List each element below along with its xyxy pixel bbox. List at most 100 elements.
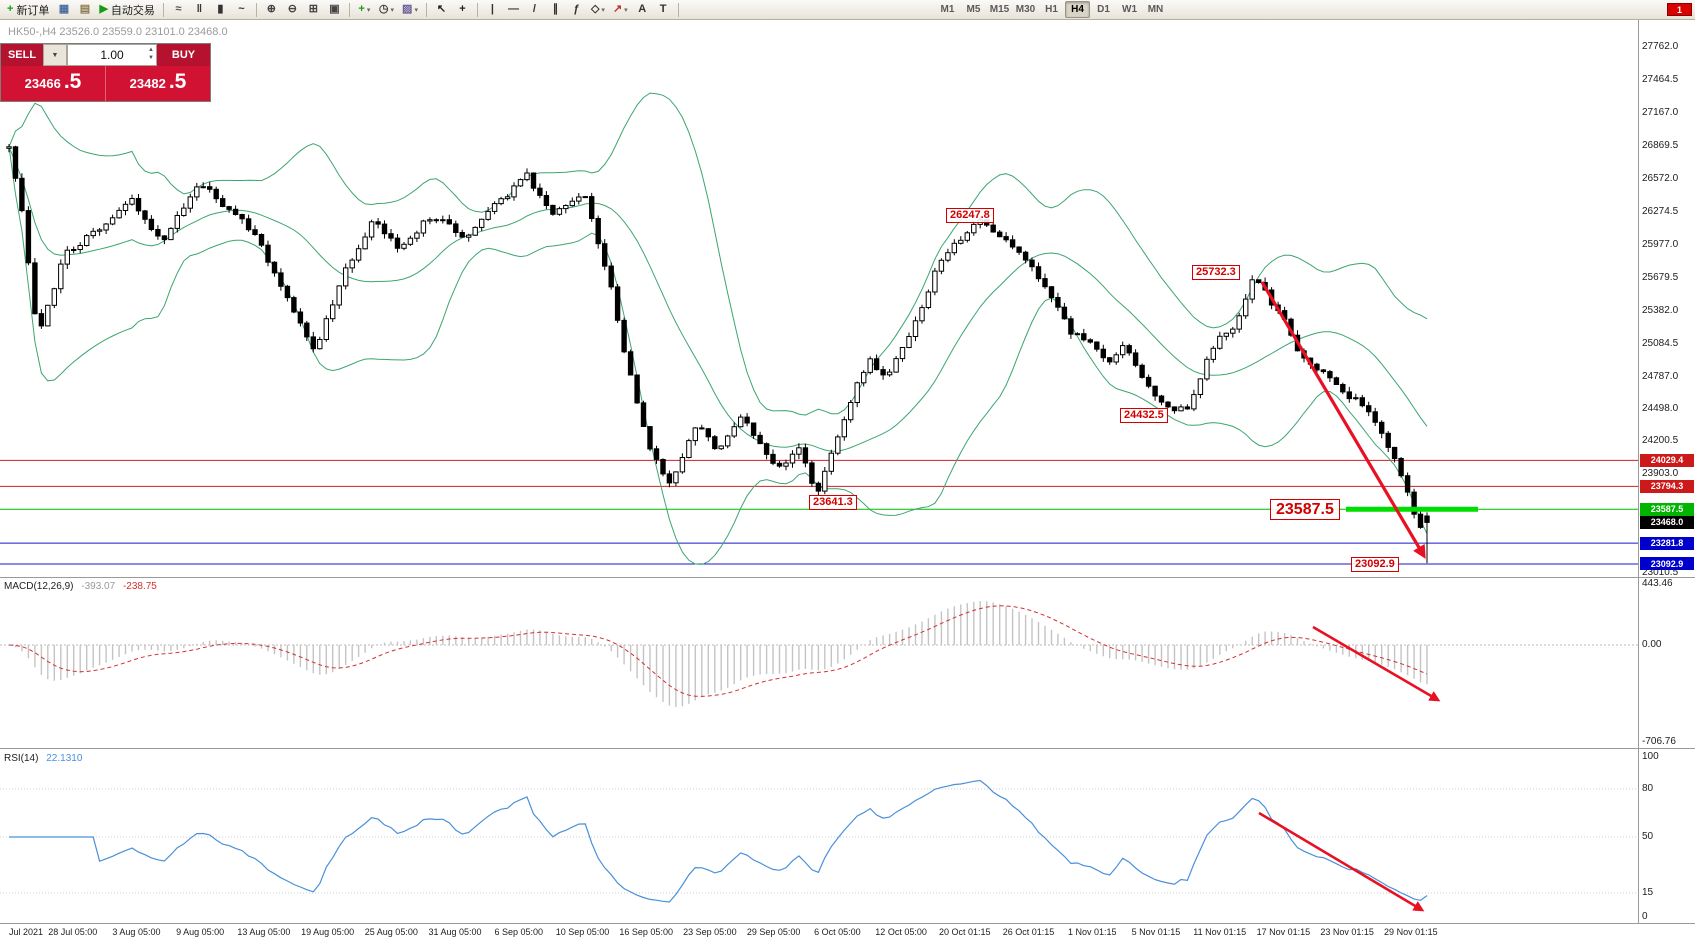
chevron-down-icon: ▾ bbox=[366, 6, 371, 14]
crosshair-icon: + bbox=[459, 3, 466, 15]
price-axis-label: 25977.0 bbox=[1642, 238, 1679, 250]
toolbar-separator bbox=[476, 2, 478, 17]
zoom-in-button[interactable]: ⊕ bbox=[261, 1, 282, 19]
autotrading-button[interactable]: ▶ 自动交易 bbox=[95, 1, 158, 19]
text-icon: A bbox=[638, 3, 647, 15]
new-chart-button[interactable]: + ▾ bbox=[354, 1, 375, 19]
time-axis-label: Jul 2021 bbox=[9, 927, 44, 937]
timeframe-h1-button[interactable]: H1 bbox=[1045, 4, 1058, 15]
new-order-button[interactable]: + 新订单 bbox=[3, 1, 53, 19]
arrows-tool-button[interactable]: ↗ ▾ bbox=[609, 1, 632, 19]
macd-main-value: -393.07 bbox=[81, 581, 116, 592]
price-callout-label: 24432.5 bbox=[1120, 408, 1168, 423]
price-marker-label: 23468.0 bbox=[1640, 515, 1694, 529]
price-callout-label: 23587.5 bbox=[1270, 499, 1340, 520]
channel-button[interactable]: ∥ bbox=[545, 1, 566, 19]
vertical-line-button[interactable]: | bbox=[482, 1, 503, 19]
volume-stepper[interactable]: ▲ ▼ bbox=[148, 46, 154, 63]
time-axis-label: 10 Sep 05:00 bbox=[555, 927, 610, 937]
profiles-icon: ▤ bbox=[79, 3, 91, 15]
alert-badge[interactable]: 1 bbox=[1667, 3, 1692, 16]
chevron-down-icon: ▾ bbox=[601, 6, 605, 14]
rsi-indicator-label: RSI(14) 22.1310 bbox=[4, 753, 82, 764]
price-axis-label: 23010.5 bbox=[1642, 567, 1679, 579]
period-button[interactable]: ◷ ▾ bbox=[375, 1, 398, 19]
price-callout-label: 23092.9 bbox=[1351, 557, 1399, 572]
horizontal-line-button[interactable]: — bbox=[503, 1, 524, 19]
autotrading-label: 自动交易 bbox=[110, 4, 155, 17]
timeframe-h4-button[interactable]: H4 bbox=[1065, 1, 1090, 18]
sell-price[interactable]: 23466 .5 bbox=[1, 66, 105, 101]
macd-axis-label: 443.46 bbox=[1642, 578, 1673, 590]
time-axis-label: 1 Nov 01:15 bbox=[1067, 927, 1117, 937]
sell-price-frac: .5 bbox=[63, 70, 82, 93]
timeframe-m30-button[interactable]: M30 bbox=[1015, 4, 1036, 15]
text-label-icon: T bbox=[659, 3, 667, 15]
crosshair-button[interactable]: + bbox=[452, 1, 473, 19]
price-axis-label: 25679.5 bbox=[1642, 271, 1679, 283]
template-icon: ▨ bbox=[402, 3, 413, 15]
time-axis-label: 26 Oct 01:15 bbox=[1002, 927, 1055, 937]
time-axis-label: 6 Sep 05:00 bbox=[494, 927, 544, 937]
arrange-windows-button[interactable]: ▣ bbox=[324, 1, 345, 19]
timeframe-m5-button[interactable]: M5 bbox=[966, 4, 981, 15]
chevron-down-icon: ▾ bbox=[624, 6, 628, 14]
template-button[interactable]: ▨ ▾ bbox=[398, 1, 422, 19]
add-chart-icon: + bbox=[358, 3, 365, 15]
line-chart-button[interactable]: ~ bbox=[231, 1, 252, 19]
rsi-value: 22.1310 bbox=[46, 753, 83, 764]
time-axis-label: 25 Aug 05:00 bbox=[364, 927, 418, 937]
profiles-button[interactable]: ▤ bbox=[74, 1, 95, 19]
timeframe-w1-button[interactable]: W1 bbox=[1122, 4, 1137, 15]
price-callout-label: 23641.3 bbox=[809, 495, 857, 510]
timeframe-d1-button[interactable]: D1 bbox=[1097, 4, 1110, 15]
candle-chart-button[interactable]: ▮ bbox=[210, 1, 231, 19]
sell-button[interactable]: SELL bbox=[1, 44, 43, 66]
candlestick-icon: ▮ bbox=[217, 3, 224, 15]
price-axis-label: 23903.0 bbox=[1642, 468, 1679, 480]
chart-window-button[interactable]: ▦ bbox=[53, 1, 74, 19]
top-toolbar: + 新订单 ▦ ▤ ▶ 自动交易 ≈ ‖ ▮ ~ ⊕ ⊖ ⊞ ▣ + ▾ ◷ ▾ ▨ ▾ ↖ + | — / ∥ ƒ ◇ ▾ ↗ ▾ A T bbox=[0, 0, 1695, 20]
time-axis[interactable]: Jul 2021 28 Jul 05:00 3 Aug 05:00 9 Aug 05:… bbox=[0, 924, 1695, 939]
price-axis-label: 24200.5 bbox=[1642, 435, 1679, 447]
time-axis-label: 3 Aug 05:00 bbox=[112, 927, 161, 937]
time-axis-label: 19 Aug 05:00 bbox=[301, 927, 355, 937]
tick-chart-button[interactable]: ≈ bbox=[168, 1, 189, 19]
tile-windows-icon: ⊞ bbox=[308, 3, 319, 15]
fibonacci-icon: ƒ bbox=[573, 3, 580, 15]
time-axis-label: 31 Aug 05:00 bbox=[428, 927, 482, 937]
tile-windows-button[interactable]: ⊞ bbox=[303, 1, 324, 19]
horizontal-line-icon: — bbox=[507, 3, 519, 15]
volume-input[interactable]: 1.00 ▲ ▼ bbox=[67, 44, 157, 66]
toolbar-separator bbox=[162, 2, 164, 17]
buy-button[interactable]: BUY bbox=[157, 44, 210, 66]
order-type-dropdown[interactable]: ▼ bbox=[43, 44, 67, 66]
price-marker-label: 23587.5 bbox=[1640, 502, 1694, 516]
timeframe-mn-button[interactable]: MN bbox=[1147, 4, 1164, 15]
shapes-button[interactable]: ◇ ▾ bbox=[587, 1, 609, 19]
arrange-windows-icon: ▣ bbox=[329, 3, 340, 15]
trendline-icon: / bbox=[532, 3, 536, 15]
buy-price[interactable]: 23482 .5 bbox=[105, 66, 210, 101]
timeframe-m1-button[interactable]: M1 bbox=[940, 4, 955, 15]
new-order-icon: + bbox=[7, 3, 14, 15]
fibonacci-button[interactable]: ƒ bbox=[566, 1, 587, 19]
price-axis-label: 25382.0 bbox=[1642, 304, 1679, 316]
timeframe-m15-button[interactable]: M15 bbox=[989, 4, 1010, 15]
one-click-trade-panel: SELL ▼ 1.00 ▲ ▼ BUY 23466 .5 23482 .5 bbox=[0, 43, 211, 102]
trendline-button[interactable]: / bbox=[524, 1, 545, 19]
bar-chart-button[interactable]: ‖ bbox=[189, 1, 210, 19]
chevron-down-icon: ▼ bbox=[148, 55, 154, 62]
rsi-name: RSI(14) bbox=[4, 753, 39, 764]
time-axis-label: 23 Nov 01:15 bbox=[1320, 927, 1374, 937]
text-button[interactable]: A bbox=[632, 1, 653, 19]
sell-price-main: 23466 bbox=[24, 76, 61, 91]
cursor-button[interactable]: ↖ bbox=[431, 1, 452, 19]
autotrading-play-icon: ▶ bbox=[99, 3, 108, 15]
volume-value: 1.00 bbox=[100, 48, 124, 62]
line-chart-icon: ~ bbox=[238, 3, 245, 15]
label-button[interactable]: T bbox=[653, 1, 674, 19]
zoom-out-button[interactable]: ⊖ bbox=[282, 1, 303, 19]
price-axis-label: 26572.0 bbox=[1642, 173, 1679, 185]
